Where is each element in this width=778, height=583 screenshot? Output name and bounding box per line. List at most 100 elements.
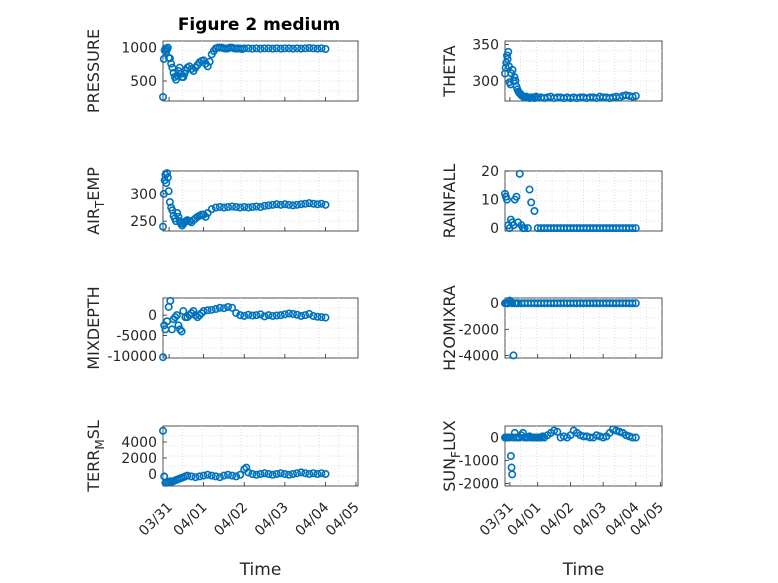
- x-tick-label: 04/03: [252, 500, 292, 540]
- data-point: [502, 195, 511, 204]
- data-point: [163, 169, 172, 178]
- data-point: [264, 44, 273, 53]
- subplot-2: 300 350 THETA: [440, 38, 663, 103]
- data-point: [159, 426, 168, 435]
- data-point: [248, 203, 257, 212]
- data-point: [288, 201, 297, 210]
- data-point: [189, 307, 198, 316]
- data-point: [628, 299, 637, 308]
- data-point: [207, 205, 216, 214]
- data-point: [236, 470, 245, 479]
- data-point: [280, 469, 289, 478]
- data-point: [301, 44, 310, 53]
- data-point: [228, 303, 237, 312]
- y-tick-label: 0: [148, 467, 157, 483]
- data-point: [301, 199, 310, 208]
- data-point: [305, 43, 314, 52]
- data-point: [309, 199, 318, 208]
- data-point: [512, 192, 521, 201]
- data-point: [305, 309, 314, 318]
- data-point: [207, 305, 216, 314]
- data-point: [240, 44, 249, 53]
- data-point: [510, 73, 519, 82]
- data-point: [272, 200, 281, 209]
- data-point: [203, 62, 212, 71]
- data-series: [500, 47, 640, 103]
- data-point: [317, 44, 326, 53]
- data-point: [215, 473, 224, 482]
- y-tick-label: 0: [490, 296, 499, 312]
- data-point: [256, 469, 265, 478]
- y-tick-label: -1000: [458, 454, 499, 470]
- data-point: [228, 202, 237, 211]
- data-point: [297, 44, 306, 53]
- data-point: [174, 321, 183, 330]
- data-point: [256, 310, 265, 319]
- data-point: [272, 44, 281, 53]
- data-point: [260, 312, 269, 321]
- y-tick-label: 0: [490, 221, 499, 237]
- data-point: [159, 93, 168, 102]
- y-tick-label: 20: [481, 164, 499, 180]
- data-point: [159, 222, 168, 231]
- data-point: [309, 311, 318, 320]
- data-point: [244, 44, 253, 53]
- data-point: [509, 351, 518, 360]
- y-tick-label: -10000: [107, 349, 157, 365]
- x-tick-label: 04/01: [171, 500, 211, 540]
- data-point: [187, 472, 196, 481]
- data-point: [297, 311, 306, 320]
- data-point: [504, 47, 513, 56]
- data-point: [248, 44, 257, 53]
- data-point: [183, 471, 192, 480]
- subplot-4: 0 10 20 RAINFALL: [440, 164, 663, 239]
- data-point: [240, 311, 249, 320]
- data-point: [248, 311, 257, 320]
- data-point: [280, 200, 289, 209]
- data-point: [163, 43, 172, 52]
- data-point: [309, 44, 318, 53]
- y-axis-label: SUNFLUX: [440, 420, 463, 492]
- y-tick-label: 350: [472, 38, 499, 54]
- subplot-3: 250 300 AIRTEMP: [84, 167, 359, 235]
- data-point: [520, 224, 529, 233]
- data-point: [284, 44, 293, 53]
- data-point: [256, 44, 265, 53]
- y-tick-label: 10: [481, 193, 499, 209]
- x-axis-label: Time: [239, 560, 282, 580]
- data-point: [264, 469, 273, 478]
- data-point: [297, 468, 306, 477]
- x-tick-label: 04/03: [570, 500, 610, 540]
- data-point: [280, 44, 289, 53]
- y-tick-label: 1000: [121, 41, 157, 57]
- data-point: [523, 224, 532, 233]
- x-tick-label: 03/31: [136, 500, 176, 540]
- data-point: [232, 203, 241, 212]
- data-point: [293, 310, 302, 319]
- data-series: [159, 296, 330, 362]
- subplot-8: -2000-1000003/3104/0104/0204/0304/0404/0…: [440, 420, 667, 580]
- y-axis-label: RAINFALL: [440, 164, 459, 239]
- data-point: [174, 212, 183, 221]
- data-point: [628, 433, 637, 442]
- x-axis-label: Time: [562, 560, 605, 580]
- data-point: [177, 327, 186, 336]
- y-axis-label: H2OMIXRA: [440, 285, 459, 371]
- data-point: [276, 311, 285, 320]
- grid-lines: [163, 41, 358, 101]
- data-point: [191, 473, 200, 482]
- subplot-6: -4000 -2000 0 H2OMIXRA: [440, 285, 663, 371]
- data-point: [631, 91, 640, 100]
- y-tick-label: 2000: [121, 451, 157, 467]
- data-point: [252, 44, 261, 53]
- data-point: [207, 471, 216, 480]
- data-series: [500, 169, 640, 233]
- data-point: [244, 203, 253, 212]
- data-point: [506, 451, 515, 460]
- data-point: [167, 325, 176, 334]
- data-point: [553, 427, 562, 436]
- data-series: [159, 43, 330, 102]
- data-point: [321, 44, 330, 53]
- y-tick-label: 300: [130, 187, 157, 203]
